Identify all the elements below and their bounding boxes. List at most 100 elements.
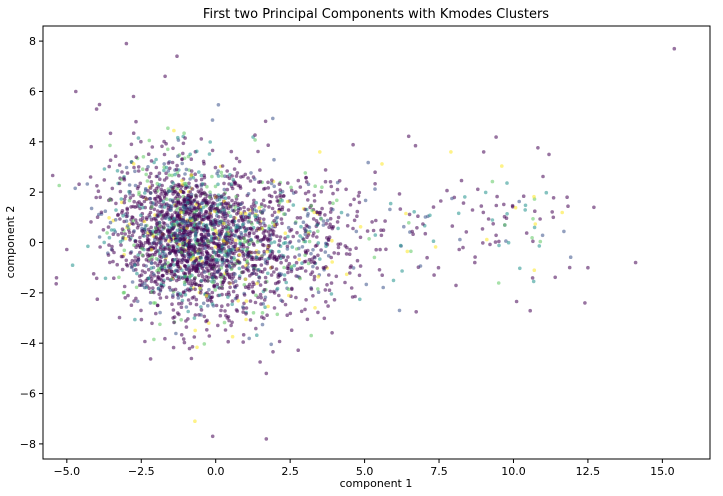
data-point bbox=[480, 227, 485, 231]
data-point bbox=[202, 229, 206, 234]
data-point bbox=[199, 137, 204, 141]
data-point bbox=[239, 214, 243, 218]
data-point bbox=[183, 136, 187, 140]
data-point bbox=[514, 299, 519, 304]
data-point bbox=[463, 195, 467, 199]
data-point bbox=[186, 200, 190, 205]
data-point bbox=[191, 228, 195, 232]
data-point bbox=[250, 227, 254, 232]
data-point bbox=[496, 281, 501, 285]
data-point bbox=[318, 150, 322, 154]
data-point bbox=[278, 188, 283, 192]
data-point bbox=[263, 295, 268, 300]
data-point bbox=[304, 228, 308, 232]
data-point bbox=[158, 310, 162, 315]
data-point bbox=[174, 200, 179, 204]
data-point bbox=[196, 261, 201, 266]
data-point bbox=[265, 313, 269, 318]
data-point bbox=[187, 185, 192, 189]
data-point bbox=[103, 209, 108, 213]
data-point bbox=[199, 214, 203, 219]
data-point bbox=[505, 181, 509, 185]
data-point bbox=[239, 175, 243, 179]
data-point bbox=[160, 263, 165, 268]
data-point bbox=[270, 265, 275, 270]
data-point bbox=[237, 266, 242, 271]
data-point bbox=[160, 251, 165, 256]
data-point bbox=[328, 222, 332, 227]
data-point bbox=[193, 231, 198, 235]
data-point bbox=[206, 262, 211, 267]
data-point bbox=[114, 201, 118, 206]
data-point bbox=[331, 201, 335, 206]
data-point bbox=[116, 213, 120, 218]
y-tick-label: 4 bbox=[29, 136, 36, 149]
data-point bbox=[243, 217, 247, 222]
data-point bbox=[381, 228, 386, 232]
data-point bbox=[73, 186, 77, 191]
data-point bbox=[220, 164, 225, 168]
data-point bbox=[176, 135, 180, 140]
data-point bbox=[243, 233, 248, 237]
data-point bbox=[251, 241, 256, 246]
data-point bbox=[219, 308, 223, 313]
data-point bbox=[161, 199, 166, 204]
data-point bbox=[189, 192, 194, 197]
data-point bbox=[286, 270, 290, 275]
data-point bbox=[227, 318, 231, 323]
data-point bbox=[262, 298, 267, 302]
data-point bbox=[208, 298, 212, 302]
data-point bbox=[241, 333, 246, 337]
data-point bbox=[212, 271, 217, 275]
data-point bbox=[162, 178, 167, 182]
data-point bbox=[532, 225, 537, 230]
data-point bbox=[191, 198, 196, 203]
data-point bbox=[312, 255, 317, 259]
data-point bbox=[139, 202, 143, 206]
data-point bbox=[473, 260, 477, 265]
data-point bbox=[200, 274, 205, 279]
data-point bbox=[108, 260, 112, 265]
data-point bbox=[164, 141, 168, 146]
data-point bbox=[252, 177, 257, 181]
data-point bbox=[136, 165, 141, 169]
data-point bbox=[269, 273, 274, 277]
data-point bbox=[211, 241, 216, 245]
data-point bbox=[227, 248, 231, 252]
data-point bbox=[189, 283, 194, 288]
data-point bbox=[118, 189, 123, 194]
data-point bbox=[187, 288, 192, 293]
data-point bbox=[205, 226, 210, 230]
data-point bbox=[162, 162, 166, 166]
data-point bbox=[115, 262, 119, 267]
data-point bbox=[177, 301, 181, 306]
data-point bbox=[277, 238, 282, 243]
data-point bbox=[247, 336, 251, 341]
data-point bbox=[261, 302, 266, 306]
data-point bbox=[285, 247, 290, 251]
data-point bbox=[415, 226, 419, 230]
data-point bbox=[275, 195, 279, 199]
data-point bbox=[134, 296, 138, 301]
data-point bbox=[189, 356, 194, 361]
data-point bbox=[161, 273, 165, 278]
data-point bbox=[413, 143, 418, 148]
data-point bbox=[230, 320, 234, 325]
data-point bbox=[167, 235, 171, 239]
data-point bbox=[291, 234, 296, 239]
data-point bbox=[313, 244, 318, 248]
data-point bbox=[145, 215, 149, 220]
data-point bbox=[160, 144, 164, 149]
data-point bbox=[282, 265, 286, 270]
data-point bbox=[181, 141, 186, 146]
data-point bbox=[216, 258, 221, 262]
data-point bbox=[354, 229, 359, 234]
data-point bbox=[152, 160, 156, 165]
data-point bbox=[234, 174, 239, 178]
data-point bbox=[139, 139, 143, 144]
data-point bbox=[485, 237, 489, 242]
data-point bbox=[252, 198, 256, 203]
data-point bbox=[102, 240, 106, 245]
data-point bbox=[207, 212, 212, 216]
data-point bbox=[510, 203, 515, 208]
